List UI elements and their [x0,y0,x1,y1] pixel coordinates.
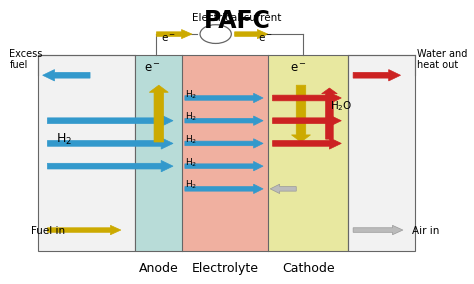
FancyArrow shape [156,30,192,39]
Bar [135,55,348,251]
Text: Anode: Anode [139,262,179,275]
FancyArrow shape [273,115,341,126]
Text: H$_2$O: H$_2$O [330,100,353,113]
Text: H$_2$: H$_2$ [185,179,197,191]
FancyArrow shape [273,138,341,149]
FancyArrow shape [292,85,310,142]
Text: PAFC: PAFC [203,9,271,33]
Bar [135,55,182,251]
FancyArrow shape [47,225,121,235]
FancyArrow shape [185,139,263,148]
Bar [348,55,415,251]
Text: H$_2$: H$_2$ [185,111,197,123]
FancyArrow shape [185,93,263,103]
Bar [268,55,348,251]
FancyArrow shape [321,88,337,139]
Text: Excess
fuel: Excess fuel [9,49,43,70]
FancyArrow shape [235,30,268,39]
Text: H$_2$: H$_2$ [185,88,197,101]
Text: e$^-$: e$^-$ [161,33,176,44]
FancyArrow shape [273,92,341,104]
Circle shape [200,25,231,43]
FancyArrow shape [185,161,263,171]
FancyArrow shape [353,70,401,81]
Text: H$_2$: H$_2$ [56,131,72,147]
Text: Electrolyte: Electrolyte [191,262,259,275]
FancyArrow shape [149,85,168,142]
Text: Fuel in: Fuel in [31,226,65,237]
Text: H$_2$: H$_2$ [185,156,197,169]
FancyArrow shape [185,116,263,126]
Text: H$_2$: H$_2$ [185,133,197,146]
FancyArrow shape [47,160,173,172]
FancyArrow shape [353,225,403,235]
Text: e$^-$: e$^-$ [290,62,307,75]
Text: Air in: Air in [412,226,440,237]
FancyArrow shape [47,115,173,126]
Bar [182,55,268,251]
Text: Cathode: Cathode [282,262,335,275]
FancyArrow shape [47,138,173,149]
FancyArrow shape [270,184,296,194]
FancyArrow shape [43,70,90,81]
Text: e$^-$: e$^-$ [144,62,161,75]
Text: Water and
heat out: Water and heat out [417,49,467,70]
Text: Electrical current: Electrical current [192,13,282,23]
Bar [38,55,135,251]
FancyArrow shape [185,184,263,194]
Text: e$^-$: e$^-$ [258,33,273,44]
